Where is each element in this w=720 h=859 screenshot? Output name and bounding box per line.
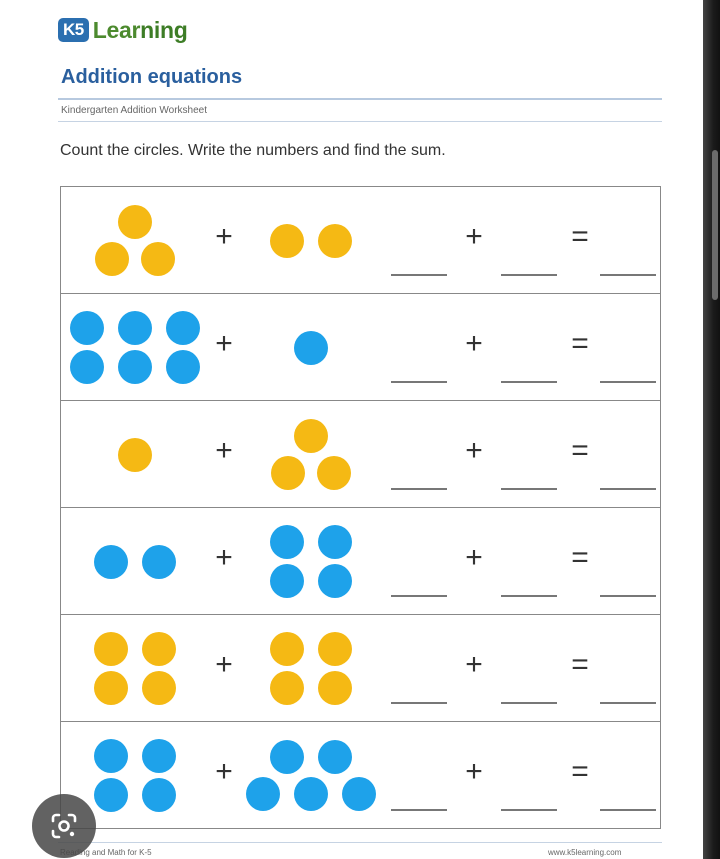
scrollbar[interactable] <box>712 150 718 300</box>
blue-circle <box>318 740 352 775</box>
logo-text-end: ning <box>140 16 188 43</box>
title-divider <box>58 98 662 100</box>
blue-circle <box>142 544 176 579</box>
yellow-circle <box>118 205 152 240</box>
blue-circle <box>118 349 152 384</box>
answer-blank-first[interactable] <box>391 595 447 597</box>
yellow-circle <box>94 670 128 705</box>
answer-blank-first[interactable] <box>391 702 447 704</box>
yellow-circle <box>270 670 304 705</box>
subtitle-divider <box>58 121 662 122</box>
equation-row: + + = <box>61 294 660 401</box>
yellow-circle <box>318 670 352 705</box>
blue-circle <box>70 349 104 384</box>
answer-blank-second[interactable] <box>501 488 557 490</box>
footer-right-text: www.k5learning.com <box>548 848 622 857</box>
logo-text-start: Lear <box>92 16 141 43</box>
equations-table: + + = + + = + + = + + = + + = + + = <box>60 186 661 829</box>
blue-circle <box>294 776 328 811</box>
plus-sign: + <box>465 219 483 253</box>
equation-row: + + = <box>61 401 660 508</box>
lens-search-button[interactable] <box>32 794 96 858</box>
answer-blank-first[interactable] <box>391 274 447 276</box>
blue-circle <box>246 776 280 811</box>
equals-sign: = <box>571 647 589 681</box>
blue-circle <box>342 776 376 811</box>
yellow-circle <box>118 437 152 472</box>
blue-circle <box>270 563 304 598</box>
answer-blank-sum[interactable] <box>600 595 656 597</box>
footer-left-text: Reading and Math for K-5 <box>60 848 152 857</box>
answer-blank-sum[interactable] <box>600 809 656 811</box>
instructions-text: Count the circles. Write the numbers and… <box>60 142 446 159</box>
yellow-circle <box>141 241 176 276</box>
answer-blank-first[interactable] <box>391 488 447 490</box>
answer-blank-second[interactable] <box>501 381 557 383</box>
page-subtitle: Kindergarten Addition Worksheet <box>61 105 208 116</box>
equals-sign: = <box>571 540 589 574</box>
k5-learning-logo[interactable]: K5 Learning <box>58 14 188 46</box>
equals-sign: = <box>571 219 589 253</box>
yellow-circle <box>318 632 352 667</box>
blue-circle <box>142 739 176 774</box>
yellow-circle <box>294 419 328 454</box>
yellow-circle <box>94 632 128 667</box>
plus-sign: + <box>215 754 233 788</box>
answer-blank-second[interactable] <box>501 809 557 811</box>
yellow-circle <box>270 223 304 258</box>
answer-blank-second[interactable] <box>501 702 557 704</box>
equation-row: + + = <box>61 615 660 722</box>
blue-circle <box>270 525 304 560</box>
equals-sign: = <box>571 326 589 360</box>
page-title: Addition equations <box>61 66 243 88</box>
worksheet-page: K5 Learning Addition equations Kindergar… <box>0 0 703 859</box>
answer-blank-sum[interactable] <box>600 274 656 276</box>
lens-camera-icon <box>51 813 77 839</box>
answer-blank-second[interactable] <box>501 595 557 597</box>
yellow-circle <box>142 632 176 667</box>
yellow-circle <box>142 670 176 705</box>
blue-circle <box>166 349 200 384</box>
plus-sign: + <box>215 647 233 681</box>
blue-circle <box>270 740 304 775</box>
answer-blank-first[interactable] <box>391 381 447 383</box>
plus-sign: + <box>215 219 233 253</box>
plus-sign: + <box>465 754 483 788</box>
equation-row: + + = <box>61 508 660 615</box>
screen-edge <box>703 0 720 859</box>
blue-circle <box>142 777 176 812</box>
yellow-circle <box>317 455 352 490</box>
blue-circle <box>118 311 152 346</box>
yellow-circle <box>270 455 305 490</box>
equation-row: + + = <box>61 722 660 829</box>
plus-sign: + <box>215 540 233 574</box>
footer-divider <box>58 842 662 843</box>
blue-circle <box>318 525 352 560</box>
yellow-circle <box>270 632 304 667</box>
plus-sign: + <box>215 326 233 360</box>
plus-sign: + <box>465 326 483 360</box>
answer-blank-first[interactable] <box>391 809 447 811</box>
answer-blank-sum[interactable] <box>600 381 656 383</box>
equals-sign: = <box>571 433 589 467</box>
blue-circle <box>94 544 128 579</box>
blue-circle <box>294 330 328 365</box>
blue-circle <box>318 563 352 598</box>
plus-sign: + <box>465 433 483 467</box>
plus-sign: + <box>465 647 483 681</box>
answer-blank-sum[interactable] <box>600 488 656 490</box>
yellow-circle <box>94 241 129 276</box>
logo-badge: K5 <box>58 18 89 42</box>
plus-sign: + <box>215 433 233 467</box>
blue-circle <box>70 311 104 346</box>
plus-sign: + <box>465 540 483 574</box>
yellow-circle <box>318 223 352 258</box>
answer-blank-sum[interactable] <box>600 702 656 704</box>
equals-sign: = <box>571 754 589 788</box>
blue-circle <box>94 777 128 812</box>
blue-circle <box>166 311 200 346</box>
blue-circle <box>94 739 128 774</box>
equation-row: + + = <box>61 187 660 294</box>
answer-blank-second[interactable] <box>501 274 557 276</box>
